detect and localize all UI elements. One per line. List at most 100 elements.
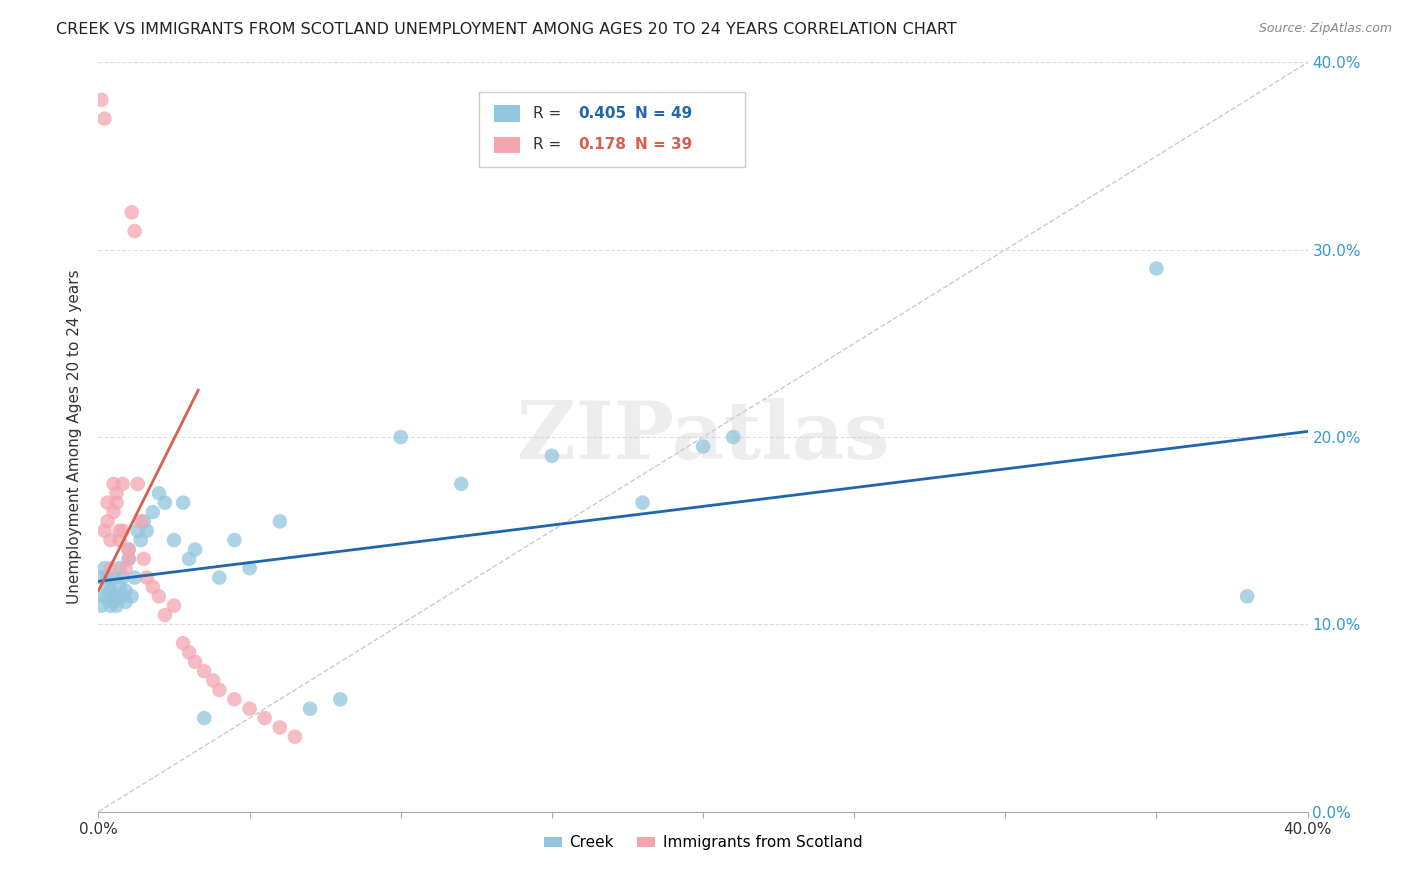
Point <box>269 514 291 528</box>
Point <box>239 701 262 715</box>
Point <box>90 599 112 613</box>
Point <box>179 551 201 566</box>
Point <box>224 533 246 547</box>
Point <box>135 571 157 585</box>
Point <box>105 590 128 604</box>
Point <box>118 551 141 566</box>
Point <box>105 599 128 613</box>
Point <box>127 524 149 538</box>
Point <box>108 533 131 547</box>
Text: 0.405: 0.405 <box>578 106 627 121</box>
Point <box>389 430 412 444</box>
Text: 0.178: 0.178 <box>578 137 627 153</box>
Point <box>111 571 134 585</box>
Point <box>1144 261 1167 276</box>
Point <box>723 430 745 444</box>
Point <box>96 496 118 510</box>
Text: R =: R = <box>533 106 565 121</box>
Point <box>111 590 134 604</box>
Point <box>153 496 176 510</box>
Point <box>1236 590 1258 604</box>
Point <box>111 524 134 538</box>
Point <box>90 571 112 585</box>
Point <box>148 590 170 604</box>
Point <box>179 646 201 660</box>
Point <box>108 580 131 594</box>
Point <box>100 583 122 598</box>
Point <box>105 496 128 510</box>
Point <box>224 692 246 706</box>
Point <box>121 590 143 604</box>
FancyBboxPatch shape <box>494 136 520 153</box>
Point <box>124 224 146 238</box>
Text: CREEK VS IMMIGRANTS FROM SCOTLAND UNEMPLOYMENT AMONG AGES 20 TO 24 YEARS CORRELA: CREEK VS IMMIGRANTS FROM SCOTLAND UNEMPL… <box>56 22 957 37</box>
Point <box>450 476 472 491</box>
Point <box>114 595 136 609</box>
Point <box>253 711 276 725</box>
Point <box>208 571 231 585</box>
Point <box>90 93 112 107</box>
Point <box>93 112 115 126</box>
Point <box>631 496 654 510</box>
Y-axis label: Unemployment Among Ages 20 to 24 years: Unemployment Among Ages 20 to 24 years <box>67 269 83 605</box>
Point <box>100 533 122 547</box>
FancyBboxPatch shape <box>479 93 745 168</box>
Point <box>105 486 128 500</box>
Point <box>111 476 134 491</box>
Point <box>184 542 207 557</box>
Point <box>103 476 125 491</box>
Point <box>132 514 155 528</box>
Point <box>132 551 155 566</box>
Point <box>148 486 170 500</box>
Point <box>129 533 152 547</box>
Point <box>129 514 152 528</box>
Point <box>100 599 122 613</box>
Point <box>100 561 122 575</box>
Point <box>208 683 231 698</box>
Point <box>118 551 141 566</box>
Legend: Creek, Immigrants from Scotland: Creek, Immigrants from Scotland <box>537 830 869 856</box>
Point <box>108 524 131 538</box>
Point <box>193 664 215 679</box>
Point <box>172 496 194 510</box>
Point <box>118 542 141 557</box>
Point <box>142 505 165 519</box>
Point <box>202 673 225 688</box>
Point <box>153 608 176 623</box>
Point <box>163 599 186 613</box>
Point <box>96 580 118 594</box>
Point <box>540 449 562 463</box>
Text: ZIPatlas: ZIPatlas <box>517 398 889 476</box>
Point <box>96 590 118 604</box>
Point <box>93 590 115 604</box>
Point <box>172 636 194 650</box>
Point <box>114 583 136 598</box>
Point <box>284 730 307 744</box>
Point <box>135 524 157 538</box>
Point <box>269 721 291 735</box>
Point <box>121 205 143 219</box>
Point <box>193 711 215 725</box>
Point <box>127 476 149 491</box>
Point <box>103 571 125 585</box>
Text: N = 39: N = 39 <box>636 137 693 153</box>
Point <box>108 561 131 575</box>
Point <box>124 571 146 585</box>
Point <box>239 561 262 575</box>
Point <box>329 692 352 706</box>
FancyBboxPatch shape <box>494 105 520 121</box>
Point <box>96 571 118 585</box>
Point <box>692 440 714 453</box>
Point <box>184 655 207 669</box>
Point <box>93 524 115 538</box>
Point <box>96 514 118 528</box>
Point <box>103 595 125 609</box>
Text: R =: R = <box>533 137 565 153</box>
Point <box>142 580 165 594</box>
Point <box>163 533 186 547</box>
Point <box>93 561 115 575</box>
Point <box>299 701 322 715</box>
Point <box>103 505 125 519</box>
Point <box>118 542 141 557</box>
Point <box>114 561 136 575</box>
